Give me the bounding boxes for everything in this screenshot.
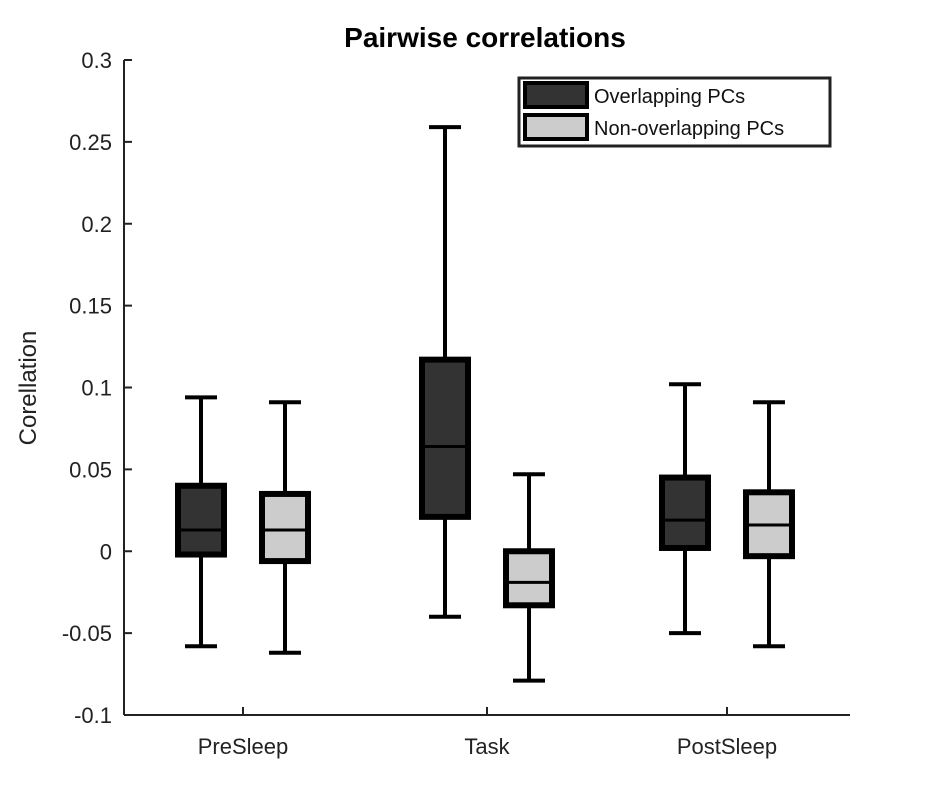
y-axis-label: Corellation [15, 331, 42, 446]
iqr-box [259, 490, 311, 565]
iqr-box [419, 356, 471, 520]
box-task-overlapping [419, 125, 471, 619]
legend-swatch [523, 113, 589, 141]
y-tick-label: -0.05 [62, 621, 112, 646]
box-postsleep-non-overlapping [743, 400, 795, 649]
y-tick-label: 0.3 [81, 48, 112, 73]
x-tick-label: PostSleep [677, 734, 777, 759]
y-tick-label: 0.1 [81, 376, 112, 401]
box-task-non-overlapping [503, 472, 555, 683]
iqr-box [503, 548, 555, 609]
iqr-box [659, 474, 711, 551]
y-tick-label: 0.2 [81, 212, 112, 237]
legend-entry-label: Non-overlapping PCs [594, 118, 784, 140]
y-tick-label: 0 [100, 539, 112, 564]
y-tick-label: -0.1 [74, 703, 112, 728]
y-tick-label: 0.15 [69, 294, 112, 319]
box-postsleep-overlapping [659, 382, 711, 636]
box-presleep-non-overlapping [259, 400, 311, 655]
legend: Overlapping PCs Non-overlapping PCs [517, 76, 832, 148]
legend-swatch [523, 81, 589, 109]
x-tick-label: Task [464, 734, 510, 759]
chart-title: Pairwise correlations [344, 22, 626, 53]
iqr-box [175, 482, 227, 558]
x-tick-label: PreSleep [198, 734, 289, 759]
y-tick-label: 0.05 [69, 457, 112, 482]
y-tick-label: 0.25 [69, 130, 112, 155]
axes: -0.1 -0.05 0 0.05 0.1 0.15 0.2 0.25 0.3 PreSleep T… [62, 48, 850, 759]
legend-entry-label: Overlapping PCs [594, 86, 745, 108]
box-series [175, 125, 795, 683]
box-presleep-overlapping [175, 395, 227, 649]
